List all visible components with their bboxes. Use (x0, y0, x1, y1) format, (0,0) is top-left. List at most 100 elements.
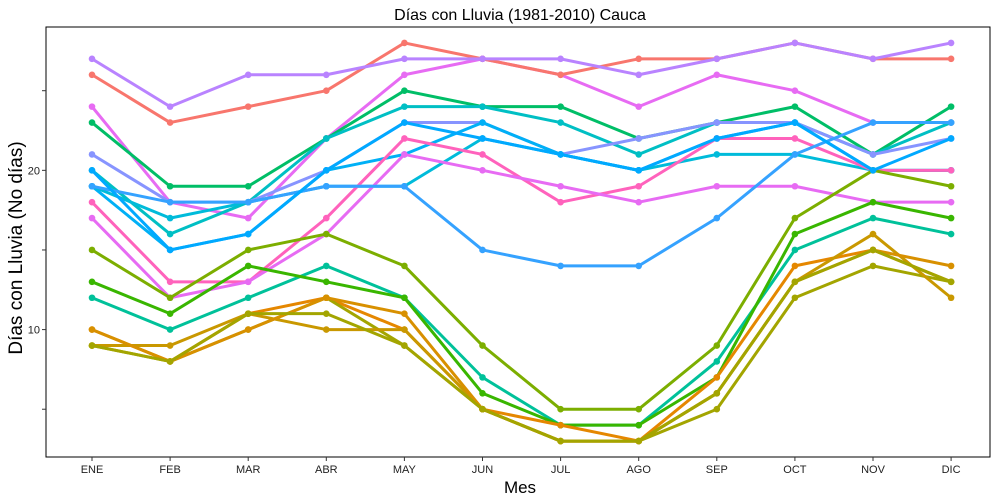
data-point (323, 230, 330, 238)
data-point (244, 214, 252, 222)
plot-panel (45, 26, 991, 458)
data-point (635, 405, 642, 413)
x-tick-label: JUN (472, 464, 493, 476)
data-point (401, 39, 408, 47)
data-point (88, 326, 96, 333)
series-2 (88, 39, 955, 126)
series-18 (88, 230, 955, 445)
x-tick-label: ENE (81, 464, 104, 476)
data-point (947, 55, 955, 63)
series-line (90, 248, 953, 443)
data-point (323, 326, 330, 333)
x-tick-label: SEP (706, 464, 728, 476)
series-line (90, 121, 953, 252)
data-point (869, 246, 877, 254)
data-point (557, 262, 564, 270)
data-point (791, 119, 799, 126)
series-line (90, 264, 953, 443)
data-point (557, 103, 564, 110)
series-19 (88, 246, 955, 445)
y-tick-label: 20 (28, 165, 40, 177)
data-point (713, 119, 721, 126)
data-point (635, 167, 642, 174)
data-point (88, 294, 96, 302)
data-point (401, 294, 408, 302)
data-point (166, 358, 174, 365)
x-tick-label: DIC (942, 464, 961, 476)
data-point (323, 294, 330, 302)
series-3 (88, 39, 955, 110)
data-point (791, 87, 799, 95)
data-point (166, 198, 174, 206)
data-point (869, 214, 877, 222)
data-point (791, 246, 799, 254)
y-axis-title: Días con Lluvia (No días) (6, 141, 27, 354)
data-point (791, 182, 799, 190)
data-point (88, 246, 96, 254)
data-point (479, 374, 486, 381)
data-point (947, 119, 955, 126)
data-point (88, 182, 96, 190)
data-point (869, 230, 877, 238)
data-point (88, 342, 96, 349)
data-point (635, 437, 642, 445)
x-tick-label: NOV (861, 464, 886, 476)
data-point (88, 278, 96, 286)
data-point (791, 39, 799, 47)
data-point (166, 246, 174, 254)
data-point (947, 198, 955, 206)
series-line (90, 168, 953, 411)
data-point (635, 135, 642, 142)
data-point (244, 230, 252, 238)
data-point (323, 87, 330, 95)
data-point (557, 119, 564, 126)
data-point (244, 310, 252, 317)
data-point (947, 39, 955, 47)
data-point (635, 198, 642, 206)
data-point (869, 151, 877, 158)
data-point (244, 278, 252, 286)
data-point (166, 103, 174, 110)
series-line (90, 105, 953, 236)
data-point (401, 55, 408, 63)
data-point (635, 103, 642, 110)
data-point (323, 214, 330, 222)
data-point (557, 151, 564, 158)
data-point (166, 326, 174, 333)
data-point (244, 198, 252, 206)
data-point (713, 151, 721, 158)
data-point (713, 358, 721, 365)
x-tick-label: MAY (393, 464, 417, 476)
data-point (479, 389, 486, 397)
data-point (323, 167, 330, 174)
data-point (166, 310, 174, 317)
data-point (401, 103, 408, 110)
series-line (90, 200, 953, 427)
data-point (166, 119, 174, 126)
data-point (635, 182, 642, 190)
series-line (90, 121, 953, 268)
series-line (90, 248, 953, 443)
data-point (947, 214, 955, 222)
data-point (88, 103, 96, 110)
series-line (90, 41, 953, 125)
data-point (88, 198, 96, 206)
data-point (557, 405, 564, 413)
x-tick-label: MAR (236, 464, 261, 476)
data-point (791, 214, 799, 222)
data-point (166, 182, 174, 190)
data-point (401, 87, 408, 95)
data-point (713, 389, 721, 397)
data-point (869, 262, 877, 270)
series-20 (88, 246, 955, 445)
data-point (947, 230, 955, 238)
series-15 (88, 198, 955, 429)
data-point (635, 421, 642, 429)
data-point (635, 55, 642, 63)
data-point (323, 71, 330, 79)
data-point (323, 262, 330, 270)
data-point (401, 342, 408, 349)
data-point (479, 246, 486, 254)
data-point (244, 246, 252, 254)
data-point (166, 342, 174, 349)
